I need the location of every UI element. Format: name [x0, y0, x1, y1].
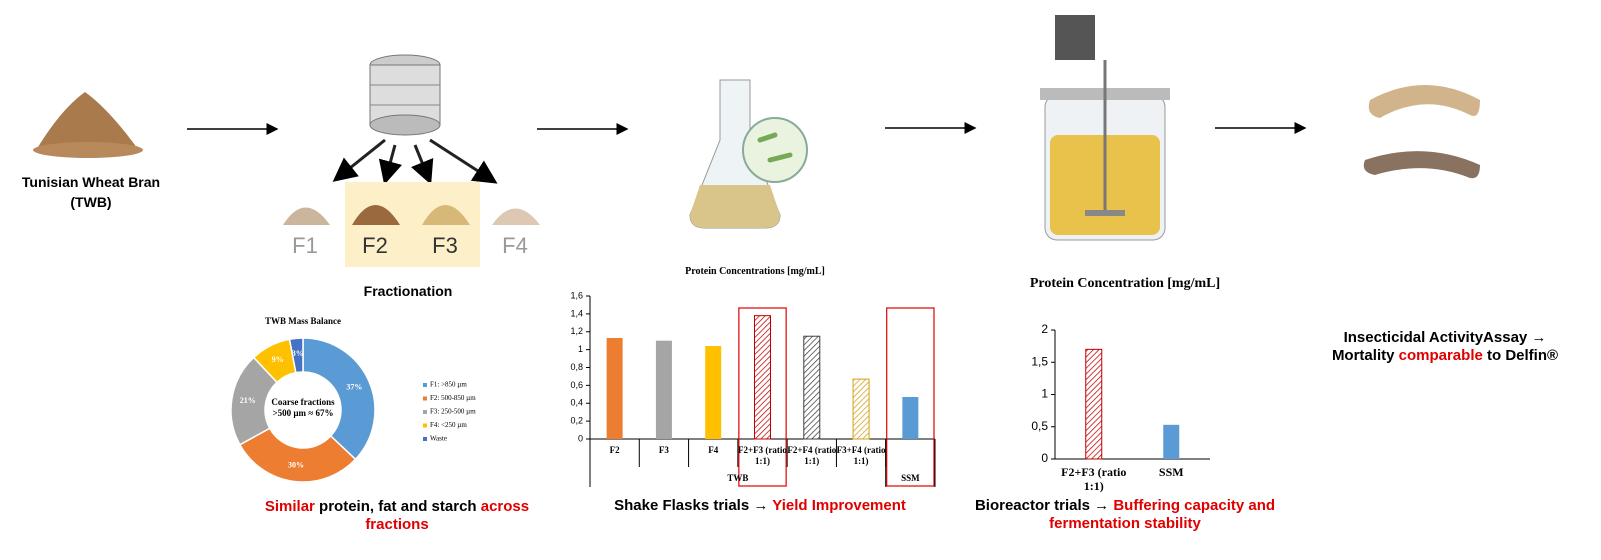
caption-part: Buffering capacity and fermentation stab… [1049, 497, 1276, 532]
value-label: 3% [292, 349, 304, 358]
x-tick-label: SSM [1158, 465, 1184, 479]
caption-part: Insecticidal ActivityAssay → Mortality [1331, 329, 1547, 364]
chart-title: TWB Mass Balance [264, 316, 341, 326]
value-label: 30% [288, 460, 304, 469]
highlight-box [886, 307, 935, 487]
bioreactor [1040, 15, 1170, 241]
x-tick-label: F2+F4 (ratio 1:1) [787, 445, 837, 466]
caption-part: Shake Flasks trials → [614, 497, 773, 514]
y-tick-label: 0,8 [570, 362, 583, 372]
fraction-pile [492, 208, 540, 225]
y-tick-label: 0,2 [570, 416, 583, 426]
caption: Similar protein, fat and starch across f… [247, 498, 547, 534]
y-tick-label: 1,5 [1031, 354, 1048, 368]
sieve [332, 54, 498, 185]
caption-part: protein, fat and starch [314, 498, 481, 515]
pie-slice [238, 427, 357, 483]
bar [803, 335, 821, 440]
bar [705, 346, 722, 439]
bar [1085, 348, 1103, 460]
fraction-label: F2 [362, 233, 388, 258]
bar [754, 315, 771, 440]
legend-label: F4: <250 µm [430, 421, 467, 429]
caption-part: across fractions [365, 498, 530, 533]
flask [689, 79, 808, 229]
bran-pile [35, 92, 140, 152]
caption-part: comparable [1398, 347, 1483, 364]
pie-slice [302, 337, 376, 461]
bar [1163, 424, 1180, 459]
x-tick-label: F3 [658, 445, 669, 455]
bar [655, 340, 672, 439]
label: Fractionation [363, 283, 453, 299]
highlight-box [738, 307, 787, 487]
legend-swatch [423, 437, 427, 441]
x-tick-label: F2+F3 (ratio 1:1) [738, 445, 787, 466]
y-tick-label: 1 [1041, 387, 1048, 401]
pie-slice [288, 337, 304, 374]
label: (TWB) [70, 194, 112, 210]
caption: Shake Flasks trials → Yield Improvement [590, 497, 930, 515]
bar [606, 338, 623, 439]
y-tick-label: 2 [1041, 322, 1048, 336]
caption-part: to Delfin® [1482, 347, 1559, 364]
label: Tunisian Wheat Bran [21, 174, 161, 190]
y-tick-label: 1,2 [570, 326, 583, 336]
bar [902, 396, 919, 439]
y-tick-label: 0,6 [570, 380, 583, 390]
annotation: Coarse fractions >500 µm ≈ 67% [271, 397, 335, 418]
fraction-label: F3 [432, 233, 458, 258]
fraction-label: F4 [502, 233, 528, 258]
legend-swatch [423, 396, 427, 401]
x-tick-label: F3+F4 (ratio 1:1) [836, 445, 886, 466]
y-tick-label: 0 [578, 433, 583, 443]
value-label: 37% [346, 383, 362, 392]
chart-title: Protein Concentrations [mg/mL] [685, 266, 825, 277]
larva [1368, 85, 1480, 118]
legend-swatch [423, 423, 427, 428]
bar [852, 378, 870, 440]
y-tick-label: 1 [578, 344, 583, 354]
legend-swatch [423, 383, 427, 387]
y-tick-label: 1,6 [570, 290, 583, 300]
y-tick-label: 1,4 [570, 308, 583, 318]
bran-base [33, 142, 143, 158]
caption: Bioreactor trials → Buffering capacity a… [965, 497, 1285, 533]
legend-label: F1: >850 µm [430, 381, 467, 389]
y-tick-label: 0,4 [570, 398, 583, 408]
x-tick-label: F2 [609, 445, 620, 455]
group-label: TWB [727, 473, 749, 483]
value-label: 21% [240, 396, 256, 405]
y-tick-label: 0,5 [1031, 419, 1048, 433]
chart-title: Protein Concentration [mg/mL] [1029, 276, 1221, 291]
fraction-label: F1 [292, 233, 318, 258]
value-label: 9% [272, 355, 284, 364]
x-tick-label: F2+F3 (ratio 1:1) [1061, 465, 1127, 494]
larva [1363, 151, 1480, 179]
caption-part: Bioreactor trials → [974, 497, 1114, 514]
fraction-pile [422, 205, 470, 225]
caption-part: Similar [264, 498, 315, 515]
legend-label: Waste [430, 435, 447, 443]
legend-swatch [423, 410, 427, 414]
legend-label: F2: 500-850 µm [430, 394, 476, 402]
y-tick-label: 0 [1041, 451, 1048, 465]
caption-part: Yield Improvement [772, 497, 906, 514]
legend-label: F3: 250-500 µm [430, 408, 476, 416]
caption: Insecticidal ActivityAssay → Mortality c… [1325, 329, 1565, 365]
x-tick-label: F4 [708, 445, 719, 455]
fraction-pile [283, 207, 330, 225]
fraction-pile [352, 205, 400, 225]
group-label: SSM [901, 473, 920, 483]
